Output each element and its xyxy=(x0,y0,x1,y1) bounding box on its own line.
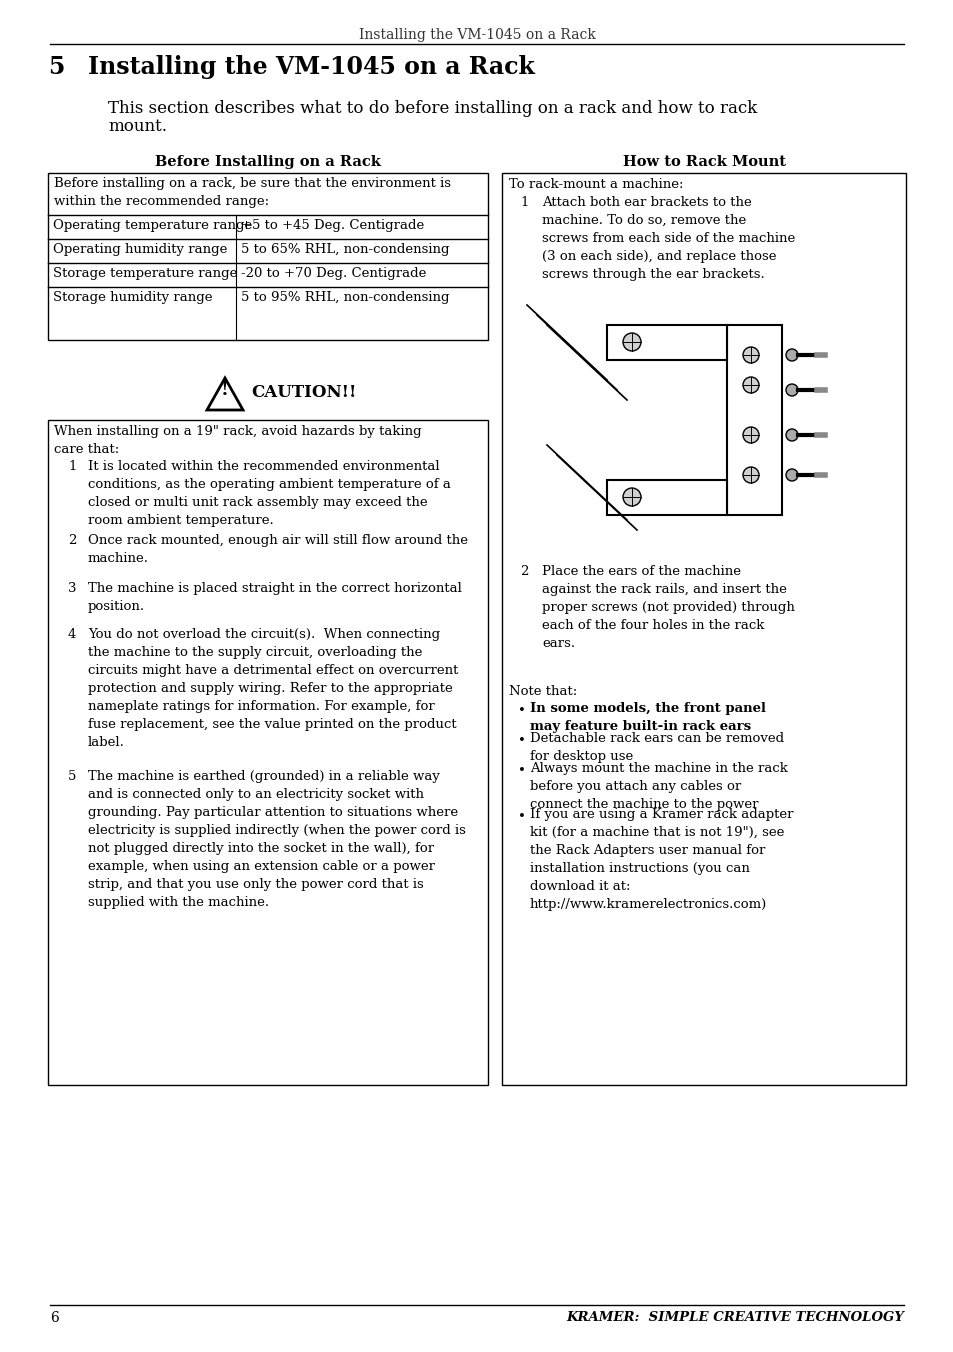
Text: The machine is placed straight in the correct horizontal
position.: The machine is placed straight in the co… xyxy=(88,581,461,612)
Circle shape xyxy=(622,333,640,352)
Bar xyxy=(726,324,781,515)
Text: •: • xyxy=(517,810,525,823)
Text: CAUTION!!: CAUTION!! xyxy=(251,384,356,402)
Text: Before Installing on a Rack: Before Installing on a Rack xyxy=(155,155,380,169)
Text: KRAMER:  SIMPLE CREATIVE TECHNOLOGY: KRAMER: SIMPLE CREATIVE TECHNOLOGY xyxy=(565,1311,903,1324)
Bar xyxy=(501,173,905,1086)
Text: 5 to 65% RHL, non-condensing: 5 to 65% RHL, non-condensing xyxy=(241,243,449,256)
Text: •: • xyxy=(517,734,525,748)
Text: 2: 2 xyxy=(519,565,528,579)
Bar xyxy=(606,480,726,515)
Text: !: ! xyxy=(221,381,229,399)
Text: Before installing on a rack, be sure that the environment is
within the recommen: Before installing on a rack, be sure tha… xyxy=(54,177,451,208)
Text: •: • xyxy=(517,704,525,717)
Text: To rack-mount a machine:: To rack-mount a machine: xyxy=(509,178,682,191)
Text: In some models, the front panel
may feature built-in rack ears: In some models, the front panel may feat… xyxy=(530,702,765,733)
Text: You do not overload the circuit(s).  When connecting
the machine to the supply c: You do not overload the circuit(s). When… xyxy=(88,627,457,749)
Text: +5 to +45 Deg. Centigrade: +5 to +45 Deg. Centigrade xyxy=(241,219,424,233)
Text: 4: 4 xyxy=(68,627,76,641)
Text: If you are using a Kramer rack adapter
kit (for a machine that is not 19"), see
: If you are using a Kramer rack adapter k… xyxy=(530,808,793,911)
Text: Installing the VM-1045 on a Rack: Installing the VM-1045 on a Rack xyxy=(358,28,595,42)
Text: 1: 1 xyxy=(519,196,528,210)
Text: Storage humidity range: Storage humidity range xyxy=(53,291,213,304)
Circle shape xyxy=(742,466,759,483)
Circle shape xyxy=(785,349,797,361)
Text: The machine is earthed (grounded) in a reliable way
and is connected only to an : The machine is earthed (grounded) in a r… xyxy=(88,771,465,909)
Circle shape xyxy=(742,427,759,443)
Text: Storage temperature range: Storage temperature range xyxy=(53,266,237,280)
Text: Place the ears of the machine
against the rack rails, and insert the
proper scre: Place the ears of the machine against th… xyxy=(541,565,794,650)
Text: Installing the VM-1045 on a Rack: Installing the VM-1045 on a Rack xyxy=(88,55,535,78)
Text: 5 to 95% RHL, non-condensing: 5 to 95% RHL, non-condensing xyxy=(241,291,449,304)
Text: 5: 5 xyxy=(48,55,64,78)
Text: Operating humidity range: Operating humidity range xyxy=(53,243,227,256)
Text: Detachable rack ears can be removed
for desktop use: Detachable rack ears can be removed for … xyxy=(530,731,783,763)
Bar xyxy=(606,324,726,360)
Circle shape xyxy=(742,377,759,393)
Circle shape xyxy=(742,347,759,362)
Text: mount.: mount. xyxy=(108,118,167,135)
Text: 3: 3 xyxy=(68,581,76,595)
Text: Once rack mounted, enough air will still flow around the
machine.: Once rack mounted, enough air will still… xyxy=(88,534,468,565)
Circle shape xyxy=(622,488,640,506)
Text: Attach both ear brackets to the
machine. To do so, remove the
screws from each s: Attach both ear brackets to the machine.… xyxy=(541,196,795,281)
Bar xyxy=(48,173,488,339)
Circle shape xyxy=(785,469,797,481)
Circle shape xyxy=(785,429,797,441)
Text: 6: 6 xyxy=(50,1311,59,1325)
Bar xyxy=(48,420,488,1086)
Text: When installing on a 19" rack, avoid hazards by taking
care that:: When installing on a 19" rack, avoid haz… xyxy=(54,425,421,456)
Text: This section describes what to do before installing on a rack and how to rack: This section describes what to do before… xyxy=(108,100,757,118)
Text: How to Rack Mount: How to Rack Mount xyxy=(623,155,785,169)
Text: Note that:: Note that: xyxy=(509,685,577,698)
Text: 1: 1 xyxy=(68,460,76,473)
Text: It is located within the recommended environmental
conditions, as the operating : It is located within the recommended env… xyxy=(88,460,451,527)
Text: -20 to +70 Deg. Centigrade: -20 to +70 Deg. Centigrade xyxy=(241,266,426,280)
Circle shape xyxy=(785,384,797,396)
Text: •: • xyxy=(517,764,525,777)
Text: 5: 5 xyxy=(68,771,76,783)
Text: Operating temperature range: Operating temperature range xyxy=(53,219,252,233)
Text: 2: 2 xyxy=(68,534,76,548)
Text: Always mount the machine in the rack
before you attach any cables or
connect the: Always mount the machine in the rack bef… xyxy=(530,763,787,811)
